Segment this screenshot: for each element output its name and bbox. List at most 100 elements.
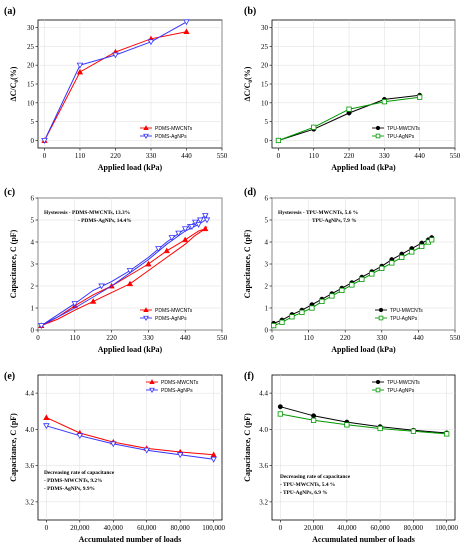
y-tick-label: 4.0 [259, 426, 268, 434]
x-tick-label: 110 [303, 334, 314, 342]
data-point [145, 260, 152, 267]
data-point [195, 221, 202, 228]
data-point [289, 314, 295, 320]
y-axis-title-subscript: 0 [14, 80, 20, 83]
x-tick-label: 550 [217, 152, 228, 160]
data-point [379, 265, 385, 272]
legend-label: PDMS-AgNPs [155, 134, 187, 140]
y-tick-label: 0 [265, 137, 269, 145]
annotation: - PDMS-MWCNTs, 9.2% [44, 478, 103, 484]
data-point [181, 226, 189, 233]
y-tick-label: 3 [265, 261, 269, 269]
chart-panel: 0 110 220 330 440 550 0 5 10 15 20 25 30 (b) Applied l… [243, 6, 461, 172]
data-point [299, 309, 305, 316]
data-point [98, 283, 105, 290]
legend-label: TPU-MWCNTs [387, 380, 420, 386]
data-point [377, 425, 383, 432]
plot-area [271, 374, 456, 521]
x-tick-label: 0 [45, 524, 49, 532]
panel-label: (b) [244, 6, 256, 17]
x-tick-label: 440 [414, 152, 425, 160]
y-tick-label: 3.2 [259, 498, 268, 506]
x-axis-title: Accumulated number of loads [79, 535, 182, 544]
data-point [163, 247, 170, 254]
data-point [126, 280, 134, 287]
data-point [176, 452, 184, 459]
data-point [389, 260, 395, 266]
data-point [311, 413, 317, 419]
x-tick-label: 220 [340, 334, 351, 342]
y-tick-label: 6 [265, 195, 269, 203]
y-tick-label: 0 [31, 137, 35, 145]
series-line [280, 406, 447, 434]
data-point [71, 301, 79, 308]
data-point [271, 322, 277, 329]
data-point [38, 323, 45, 330]
data-point [203, 217, 211, 224]
panel-label: (d) [244, 187, 256, 198]
data-point [126, 268, 134, 275]
y-axis-title: Capacitance, C (pF) [9, 229, 18, 298]
chart-panel: 0 110 220 330 440 550 0 5 10 15 20 25 30 (a) Applied l… [4, 6, 228, 172]
data-point [183, 28, 190, 35]
x-tick-label: 110 [70, 334, 81, 342]
y-tick-label: 5 [31, 217, 35, 225]
x-axis-title: Applied load (kPa) [98, 163, 163, 172]
series-line [46, 425, 214, 460]
x-axis-title: Applied load (kPa) [331, 163, 396, 172]
x-tick-label: 440 [180, 334, 191, 342]
panel-label: (c) [4, 187, 15, 198]
data-point [201, 213, 209, 220]
x-tick-label: 0 [270, 334, 274, 342]
data-point [319, 298, 325, 305]
legend-marker [375, 133, 381, 139]
annotation: - TPU-AgNPs, 6.9 % [280, 490, 328, 496]
data-point [147, 39, 155, 46]
data-point [359, 276, 365, 283]
legend-marker [143, 315, 149, 322]
data-point [344, 422, 350, 428]
data-point [182, 236, 189, 243]
y-tick-label: 3.2 [25, 498, 34, 506]
y-tick-label: 15 [27, 81, 35, 89]
annotation: - PDMS-AgNPs, 9.9% [44, 486, 95, 492]
x-tick-label: 0 [36, 334, 40, 342]
data-point [183, 19, 190, 26]
data-point [76, 62, 84, 69]
x-tick-label: 40,000 [104, 524, 124, 532]
x-axis-title: Applied load (kPa) [331, 345, 396, 354]
x-tick-label: 20,000 [304, 524, 324, 532]
data-point [311, 124, 317, 130]
data-point [369, 271, 375, 277]
chart-panel: 0 20,000 40,000 60,000 80,000 100,000 3.2 3.6 4.… [243, 371, 459, 544]
annotation: - PDMS-AgNPs, 14.4% [78, 218, 132, 224]
data-point [275, 137, 282, 144]
y-axis-title: Capacitance, C (pF) [9, 413, 18, 482]
legend-marker [375, 387, 381, 393]
x-tick-label: 0 [43, 152, 47, 160]
data-point [168, 235, 176, 242]
legend-label: TPU-AgNPs [390, 316, 418, 322]
x-tick-label: 550 [450, 334, 461, 342]
data-point [76, 433, 84, 440]
y-tick-label: 0 [31, 327, 35, 335]
legend-label: TPU-MWCNTs [390, 308, 423, 314]
y-axis-title: Capacitance, C (pF) [243, 229, 252, 298]
panel-label: (f) [244, 371, 254, 382]
legend-marker [143, 307, 149, 313]
y-tick-label: 3.6 [259, 462, 268, 470]
series-line [280, 413, 447, 435]
x-tick-label: 330 [377, 334, 388, 342]
data-point [277, 404, 283, 410]
data-point [419, 243, 425, 250]
legend-label: TPU-MWCNTs [387, 126, 420, 132]
x-tick-label: 330 [146, 152, 157, 160]
x-tick-label: 220 [106, 334, 117, 342]
data-point [90, 298, 97, 304]
data-point [41, 137, 48, 144]
y-axis-title-unit: (%) [9, 66, 18, 80]
y-tick-label: 3.6 [25, 462, 34, 470]
data-point [339, 287, 345, 294]
y-axis-title-unit: (%) [243, 66, 252, 80]
y-tick-label: 4.4 [259, 390, 268, 398]
